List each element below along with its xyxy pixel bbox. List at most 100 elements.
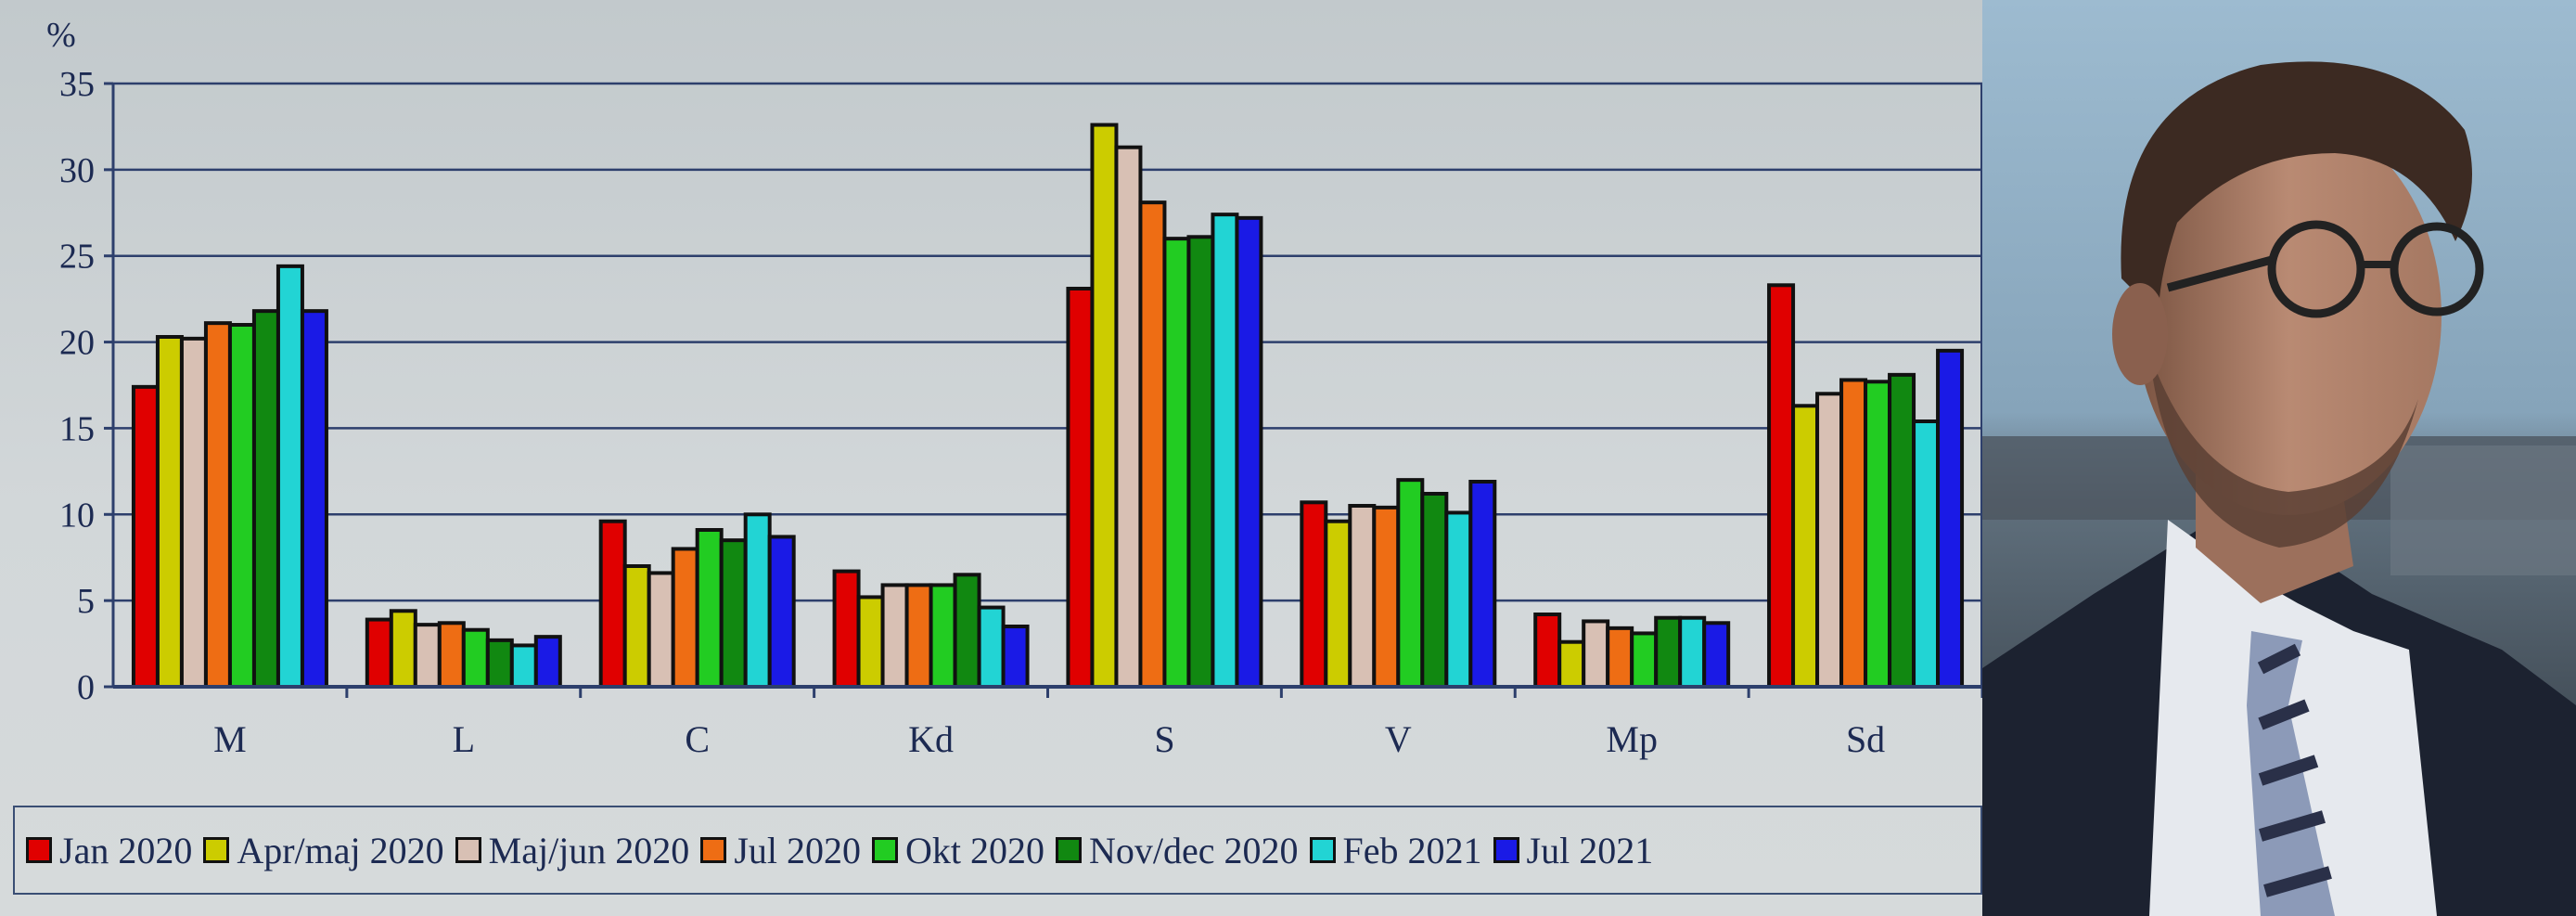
bar-c-3: [671, 547, 699, 690]
bar-l-4: [461, 627, 490, 690]
bar-mp-2: [1582, 619, 1610, 690]
bar-c-5: [719, 538, 748, 690]
bar-mp-1: [1557, 639, 1586, 690]
x-tick-label: Kd: [908, 718, 954, 760]
bar-v-6: [1444, 510, 1473, 690]
bar-sd-7: [1936, 348, 1965, 689]
bar-s-0: [1066, 287, 1095, 689]
person-portrait-icon: [1982, 0, 2576, 916]
legend-item: Jan 2020: [26, 829, 192, 872]
bar-m-2: [179, 336, 208, 689]
legend-item: Nov/dec 2020: [1056, 829, 1299, 872]
legend-label: Okt 2020: [905, 829, 1044, 871]
legend-swatch: [872, 837, 898, 863]
y-tick-label: 0: [77, 668, 95, 707]
bar-m-1: [155, 335, 184, 689]
y-tick-label: 30: [59, 151, 95, 190]
bar-mp-4: [1630, 631, 1659, 690]
bar-kd-0: [832, 569, 861, 689]
bar-sd-0: [1767, 283, 1796, 689]
bar-c-2: [647, 571, 675, 690]
x-tick-label: M: [213, 718, 247, 760]
bar-mp-3: [1606, 626, 1634, 689]
bar-c-1: [622, 564, 651, 689]
legend-item: Apr/maj 2020: [203, 829, 444, 872]
bar-mp-7: [1702, 621, 1731, 689]
bar-kd-2: [880, 583, 909, 690]
bar-l-7: [533, 635, 562, 690]
y-tick-label: 35: [59, 65, 95, 104]
bar-v-2: [1348, 504, 1377, 689]
legend-label: Feb 2021: [1342, 829, 1482, 871]
legend-label: Nov/dec 2020: [1089, 829, 1299, 871]
legend-swatch: [455, 837, 481, 863]
legend-item: Maj/jun 2020: [455, 829, 690, 872]
legend-swatch: [1056, 837, 1082, 863]
bar-mp-0: [1533, 613, 1562, 689]
bar-l-0: [365, 617, 393, 689]
legend-item: Okt 2020: [872, 829, 1044, 872]
bar-kd-5: [953, 573, 981, 689]
bar-m-4: [227, 323, 256, 689]
bar-sd-1: [1791, 404, 1820, 689]
bar-m-5: [251, 309, 280, 689]
legend-label: Jul 2020: [734, 829, 861, 871]
bar-kd-3: [904, 583, 933, 690]
y-axis-label: %: [46, 16, 76, 55]
y-tick-label: 10: [59, 496, 95, 535]
legend-item: Jul 2021: [1493, 829, 1654, 872]
bar-v-1: [1324, 519, 1352, 690]
bar-sd-5: [1888, 372, 1916, 689]
legend-label: Jan 2020: [59, 829, 193, 871]
bar-sd-4: [1864, 380, 1892, 689]
y-tick-label: 15: [59, 409, 95, 448]
bar-s-1: [1090, 123, 1119, 690]
bar-m-0: [131, 384, 160, 689]
legend-swatch: [1309, 837, 1336, 863]
bar-mp-6: [1678, 615, 1707, 690]
bar-v-4: [1396, 478, 1425, 690]
bar-kd-4: [929, 583, 957, 690]
legend-swatch: [203, 837, 230, 863]
bar-s-5: [1186, 235, 1215, 690]
legend-swatch: [700, 837, 727, 863]
bar-s-7: [1235, 215, 1263, 689]
bar-s-6: [1211, 213, 1239, 689]
bar-kd-6: [977, 605, 1006, 689]
x-tick-label: S: [1154, 718, 1174, 760]
y-tick-label: 5: [77, 582, 95, 621]
bar-c-0: [598, 519, 627, 690]
bar-c-6: [743, 512, 772, 689]
bar-kd-7: [1001, 625, 1030, 689]
bar-c-4: [695, 528, 724, 689]
bar-l-5: [485, 638, 514, 689]
x-tick-label: Mp: [1606, 718, 1658, 760]
bar-l-1: [389, 609, 417, 689]
bar-m-3: [203, 321, 232, 689]
bar-v-0: [1300, 500, 1328, 689]
legend-label: Jul 2021: [1526, 829, 1654, 871]
legend: Jan 2020 Apr/maj 2020 Maj/jun 2020 Jul 2020…: [13, 806, 1982, 895]
bar-sd-6: [1912, 419, 1941, 689]
bar-m-6: [276, 264, 304, 689]
bar-s-3: [1138, 200, 1167, 689]
legend-item: Jul 2020: [700, 829, 861, 872]
chart-panel: 0 5 10 15 20 25 30 35% M L C Kd S V Mp Sd Jan 2020 Apr/m…: [0, 0, 1982, 916]
bar-sd-3: [1839, 378, 1868, 689]
bar-chart: 0 5 10 15 20 25 30 35% M L C Kd S V Mp Sd: [46, 16, 1982, 760]
legend-label: Maj/jun 2020: [488, 829, 690, 871]
x-tick-label: V: [1385, 718, 1412, 760]
bar-v-5: [1420, 492, 1449, 689]
x-tick-label: L: [453, 718, 475, 760]
bar-sd-2: [1815, 392, 1844, 689]
bar-l-6: [509, 643, 538, 690]
legend-item: Feb 2021: [1309, 829, 1482, 872]
portrait-photo: [1982, 0, 2576, 916]
bar-m-7: [300, 309, 328, 689]
bar-kd-1: [856, 595, 885, 690]
bar-s-4: [1162, 237, 1191, 689]
bar-l-2: [413, 623, 442, 690]
bar-mp-5: [1654, 615, 1683, 690]
x-tick-label: Sd: [1846, 718, 1885, 760]
y-tick-label: 25: [59, 238, 95, 277]
